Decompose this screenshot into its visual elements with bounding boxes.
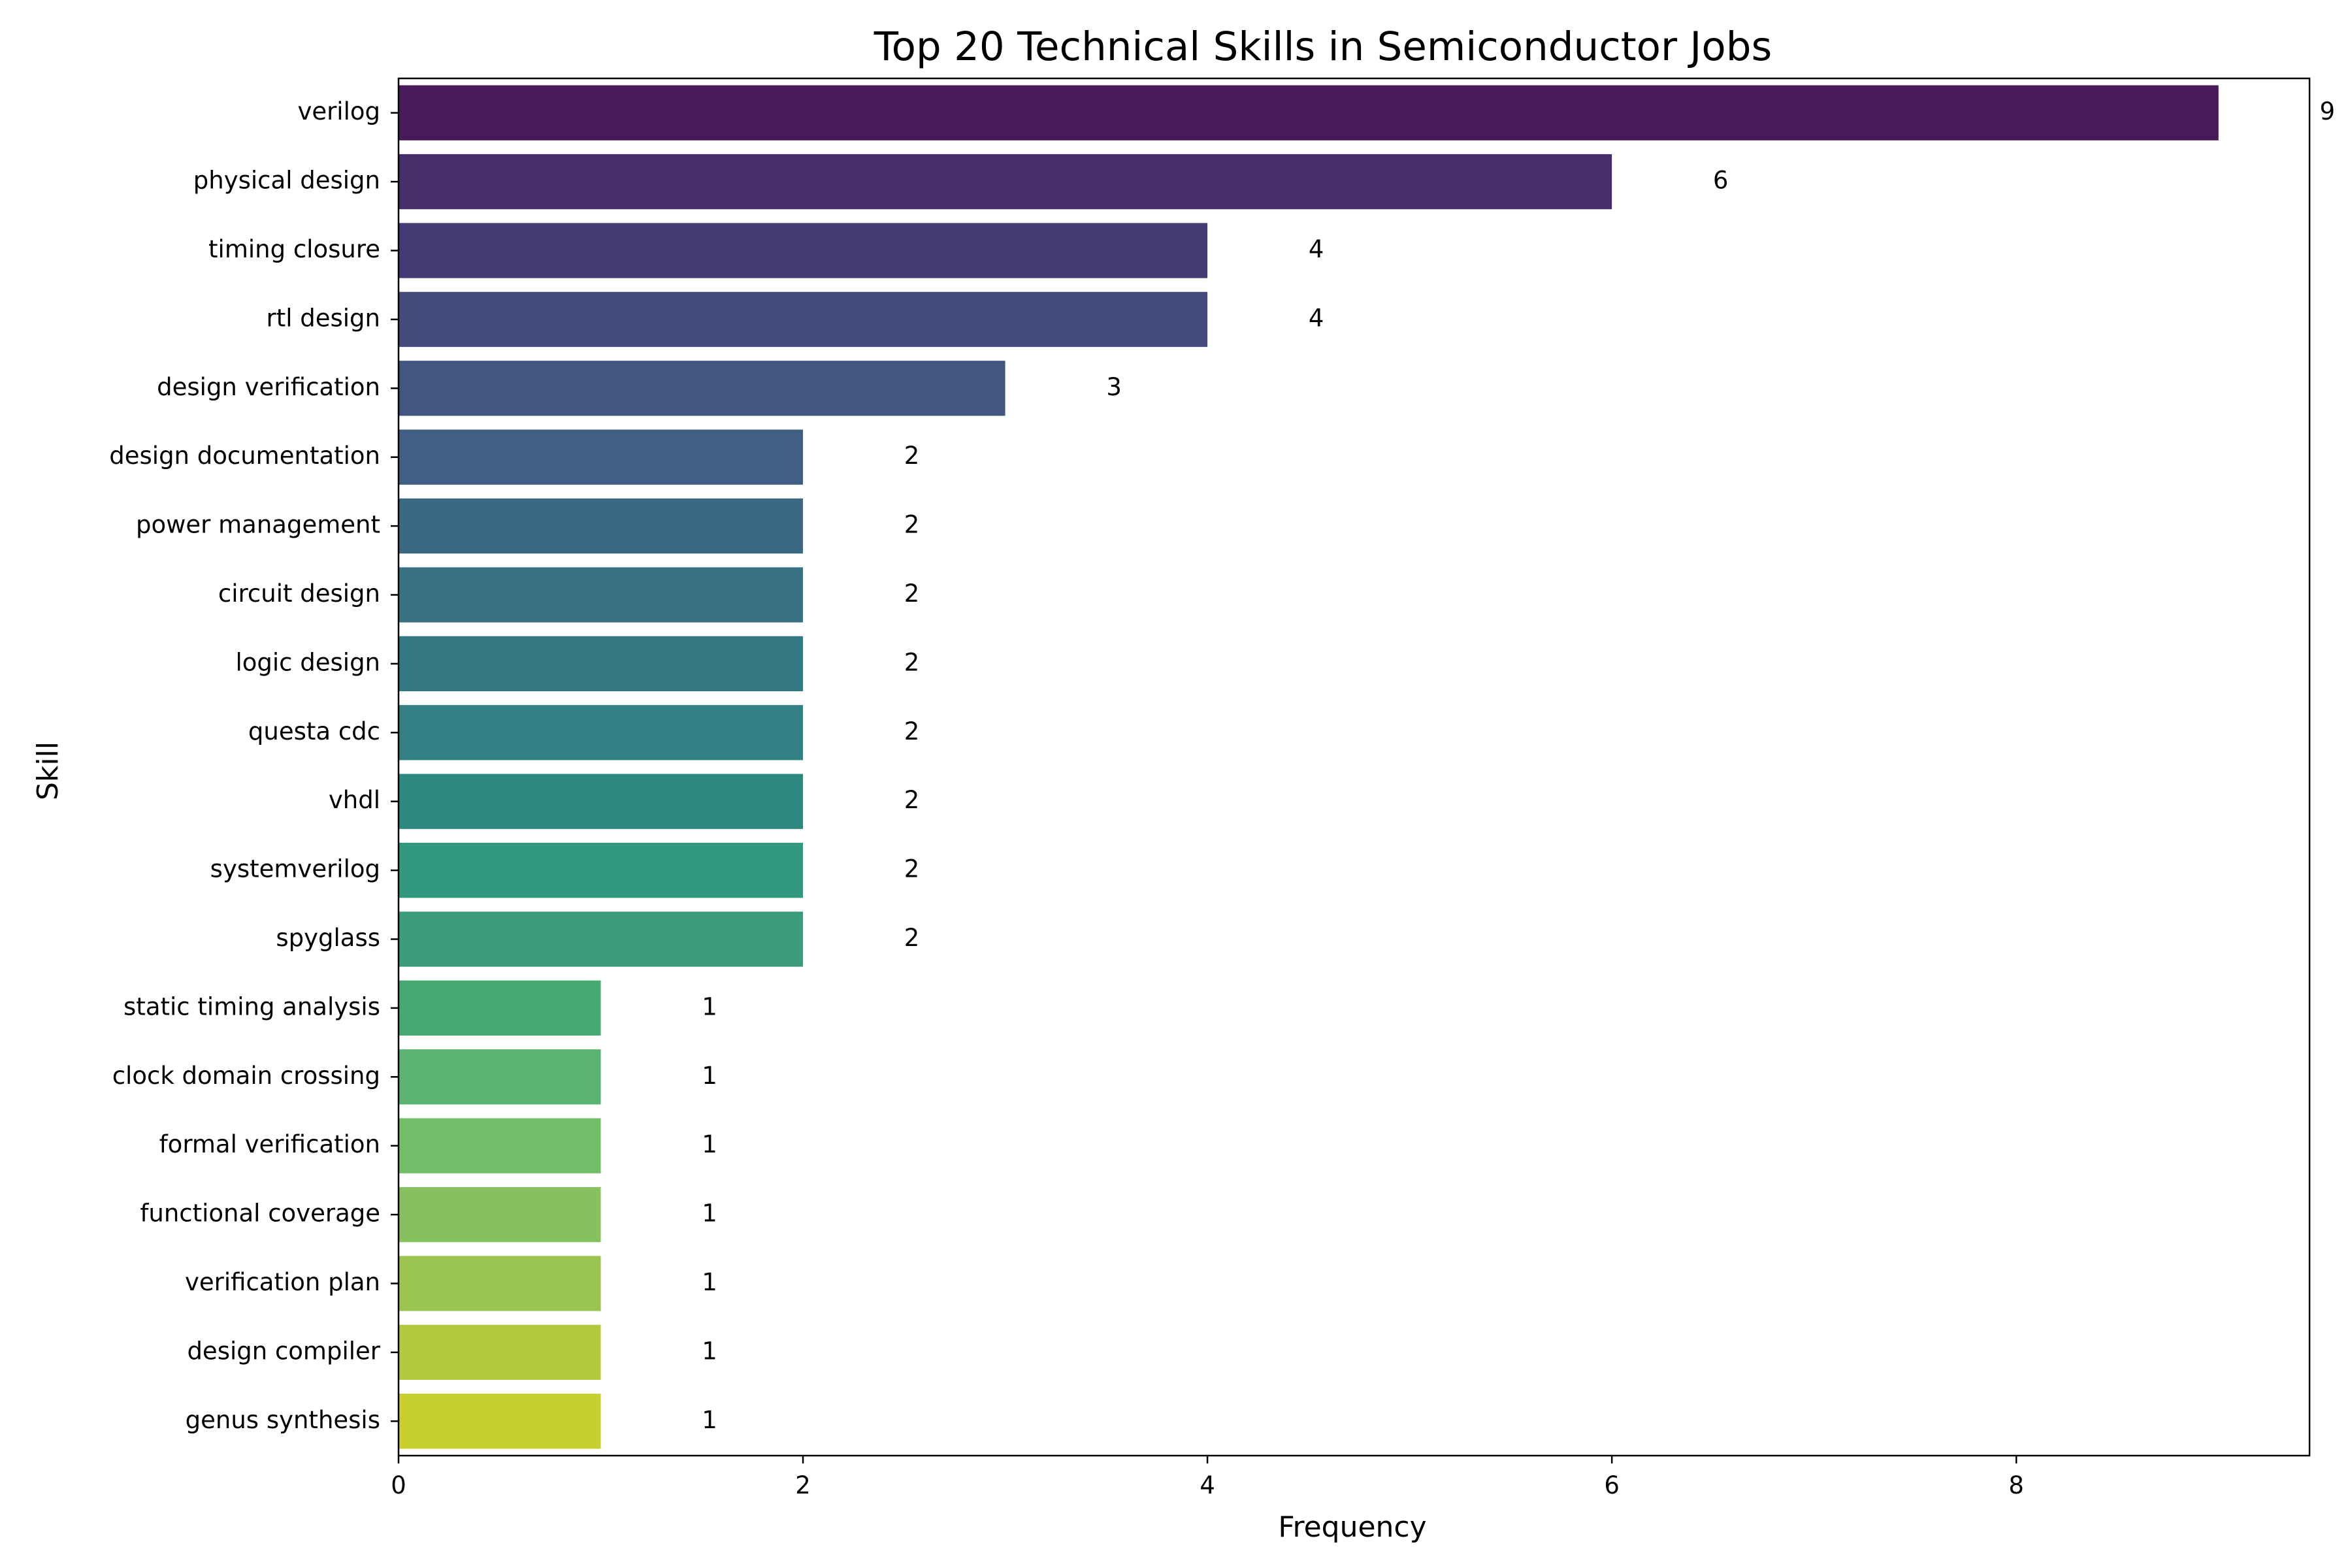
value-label: 2 (904, 786, 920, 814)
y-axis-label: Skill (31, 742, 65, 800)
value-label: 1 (702, 992, 717, 1021)
x-tick-label: 2 (795, 1471, 811, 1499)
bars-group (399, 85, 2219, 1449)
value-label: 4 (1309, 235, 1324, 263)
bar-circuit-design (399, 567, 804, 623)
value-label: 4 (1309, 304, 1324, 332)
y-tick-label: questa cdc (248, 717, 380, 745)
y-tick-label: physical design (193, 167, 380, 195)
bar-design-verification (399, 361, 1005, 416)
x-tick-label: 0 (391, 1471, 406, 1499)
y-tick-label: formal verification (159, 1130, 380, 1158)
y-tick-label: functional coverage (140, 1200, 380, 1228)
value-label: 6 (1713, 167, 1729, 195)
y-tick-label: genus synthesis (186, 1406, 380, 1434)
bar-rtl-design (399, 291, 1208, 348)
bar-power-management (399, 498, 804, 554)
value-labels-group: 9 6 4 4 3 2 2 2 2 2 2 2 2 1 1 1 1 1 1 1 (702, 97, 2335, 1434)
y-tick-label: design verification (157, 373, 380, 401)
y-tick-label: design documentation (109, 442, 380, 470)
x-tick-label: 6 (1604, 1471, 1620, 1499)
bar-timing-closure (399, 223, 1208, 278)
y-tick-label: circuit design (218, 580, 380, 608)
y-tick-label: clock domain crossing (112, 1062, 380, 1090)
y-tick-label: static timing analysis (123, 992, 380, 1021)
value-label: 3 (1106, 373, 1122, 401)
y-tick-label: verilog (297, 97, 380, 125)
value-label: 1 (702, 1337, 717, 1365)
value-label: 2 (904, 580, 920, 608)
value-label: 1 (702, 1062, 717, 1090)
value-label: 2 (904, 442, 920, 470)
bar-design-documentation (399, 429, 804, 485)
plot-frame (397, 77, 2311, 1457)
y-tick-label: spyglass (276, 924, 380, 952)
y-tick-label: verification plan (185, 1268, 380, 1296)
bar-physical-design (399, 154, 1612, 210)
y-tick-label: design compiler (187, 1337, 380, 1365)
bar-clock-domain-crossing (399, 1049, 601, 1105)
value-label: 1 (702, 1200, 717, 1228)
y-tick-label: logic design (235, 648, 380, 676)
x-axis-ticks: 0 2 4 6 8 (391, 1456, 2024, 1499)
bar-questa-cdc (399, 705, 804, 760)
value-label: 2 (904, 717, 920, 745)
bar-logic-design (399, 636, 804, 692)
y-axis-ticks: verilog physical design timing closure rtl … (109, 97, 399, 1434)
bar-formal-verification (399, 1118, 601, 1173)
chart-title: Top 20 Technical Skills in Semiconductor… (874, 24, 1772, 70)
bar-verification-plan (399, 1256, 601, 1311)
x-tick-label: 4 (1200, 1471, 1215, 1499)
value-label: 1 (702, 1268, 717, 1296)
bar-systemverilog (399, 842, 804, 898)
bar-spyglass (399, 911, 804, 967)
value-label: 2 (904, 855, 920, 883)
y-tick-label: rtl design (266, 304, 380, 332)
value-label: 9 (2319, 97, 2335, 125)
y-tick-label: power management (136, 511, 380, 539)
bar-verilog (399, 85, 2219, 140)
y-tick-label: vhdl (329, 786, 380, 814)
bar-static-timing-analysis (399, 980, 601, 1036)
value-label: 2 (904, 648, 920, 676)
y-tick-label: systemverilog (210, 855, 380, 883)
value-label: 1 (702, 1406, 717, 1434)
bar-functional-coverage (399, 1186, 601, 1243)
value-label: 2 (904, 924, 920, 952)
value-label: 1 (702, 1130, 717, 1158)
x-tick-label: 8 (2008, 1471, 2024, 1499)
x-axis-label: Frequency (1278, 1511, 1426, 1544)
bar-vhdl (399, 774, 804, 829)
bar-design-compiler (399, 1324, 601, 1380)
y-tick-label: timing closure (208, 235, 380, 263)
value-label: 2 (904, 511, 920, 539)
bar-genus-synthesis (399, 1394, 601, 1449)
